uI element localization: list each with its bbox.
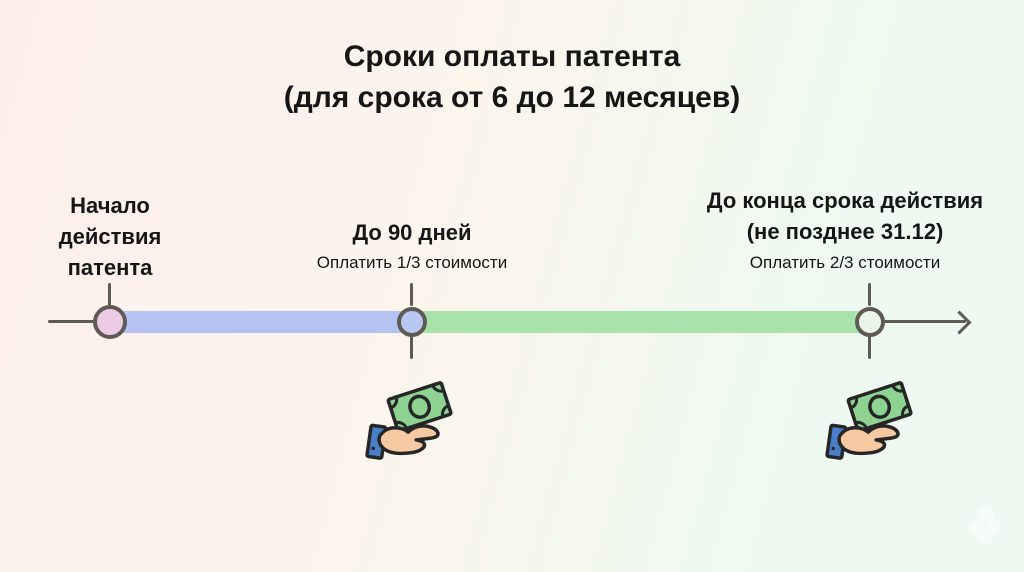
label-first-payment: До 90 дней — [352, 220, 472, 245]
segment-second-payment-period — [412, 311, 870, 333]
timeline-point-first-payment — [397, 307, 427, 337]
timeline-axis-lead — [48, 320, 110, 323]
sublabel-final-payment: Оплатить 2/3 стоимости — [749, 253, 941, 272]
tick-final-payment-top — [868, 283, 871, 306]
timeline-axis-arrow-shaft — [884, 320, 966, 323]
tick-first-payment-bottom — [410, 336, 413, 359]
tick-first-payment-top — [410, 283, 413, 306]
sublabel-first-payment: Оплатить 1/3 стоимости — [316, 253, 508, 272]
timeline-point-final-payment — [855, 307, 885, 337]
label-patent-start: Начало действия патента — [58, 193, 162, 281]
segment-first-payment-period — [110, 311, 412, 333]
timeline-point-start — [93, 305, 127, 339]
money-in-hand-icon — [825, 381, 913, 460]
tick-start — [108, 283, 111, 306]
arrow-right-icon — [947, 310, 972, 335]
page-title: Сроки оплаты патента (для срока от 6 до … — [283, 40, 741, 115]
money-in-hand-icon — [365, 381, 453, 460]
watermark-icon — [969, 506, 1001, 544]
tick-final-payment-bottom — [868, 336, 871, 359]
label-final-payment: До конца срока действия (не позднее 31.1… — [706, 188, 984, 245]
